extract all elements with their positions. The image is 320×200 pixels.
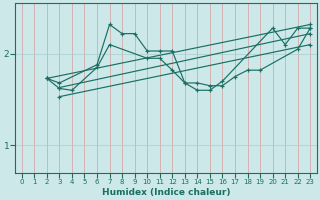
X-axis label: Humidex (Indice chaleur): Humidex (Indice chaleur) <box>102 188 230 197</box>
